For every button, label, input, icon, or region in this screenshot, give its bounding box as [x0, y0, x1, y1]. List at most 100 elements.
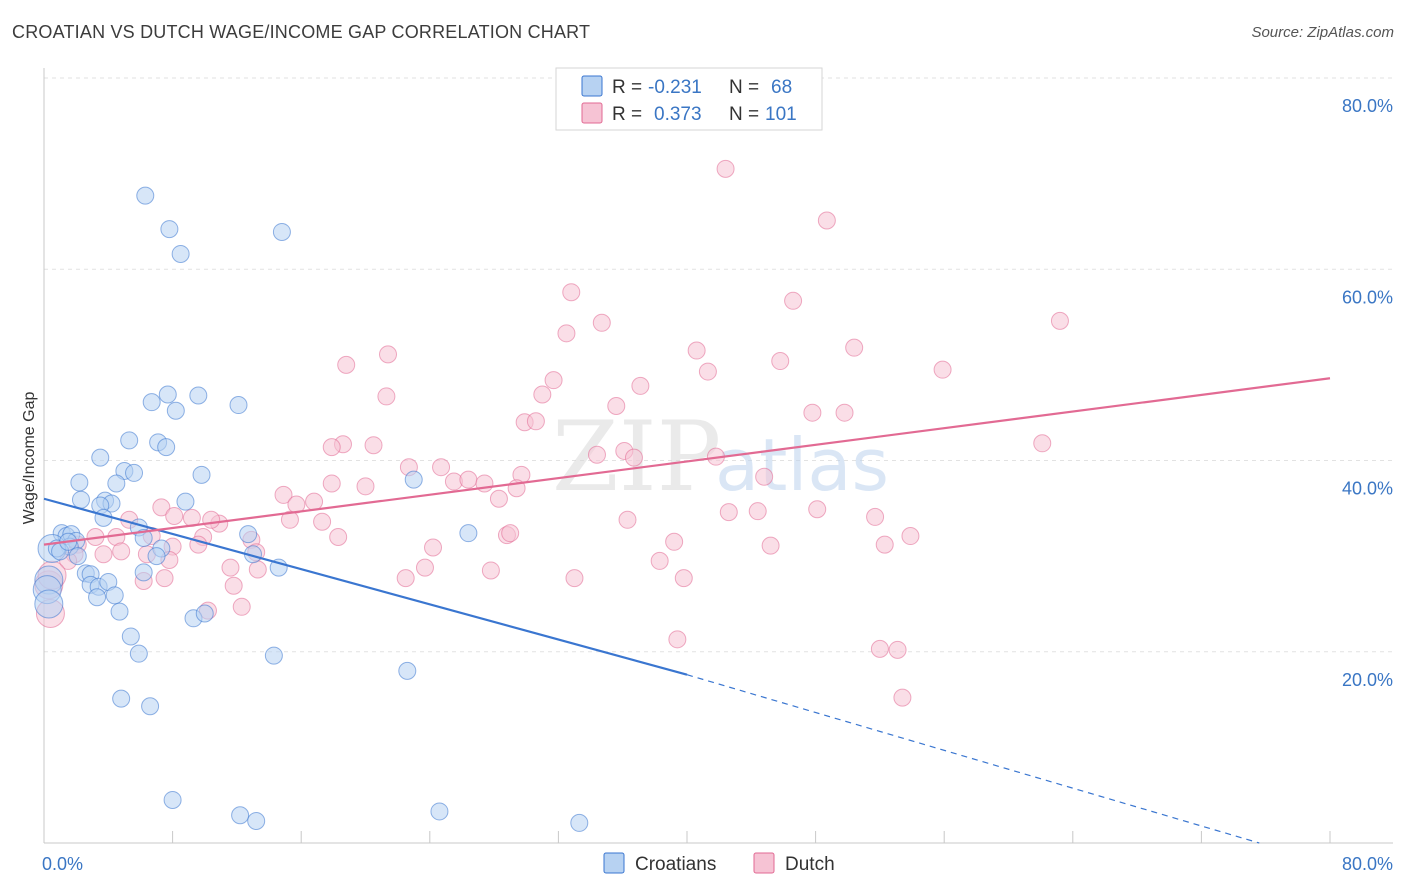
legend-croatians-swatch	[581, 75, 603, 97]
croatians-point	[70, 473, 89, 492]
croatians-point	[158, 385, 177, 404]
dutch-point	[224, 576, 243, 595]
dutch-point	[356, 477, 375, 496]
dutch-point	[377, 387, 396, 406]
dutch-point	[562, 283, 581, 302]
watermark-atlas: atlas	[715, 423, 889, 507]
dutch-point	[202, 510, 221, 529]
dutch-point	[587, 445, 606, 464]
dutch-point	[665, 532, 684, 551]
croatians-point	[34, 589, 64, 619]
croatians-point	[110, 602, 129, 621]
dutch-point	[364, 436, 383, 455]
legend-croatians-r-label: R =	[612, 77, 642, 98]
croatians-point	[229, 396, 248, 415]
dutch-point	[592, 313, 611, 332]
dutch-point	[687, 341, 706, 360]
dutch-point	[771, 352, 790, 371]
legend-dutch-n-label: N =	[729, 104, 759, 125]
dutch-point	[893, 688, 912, 707]
croatians-point	[125, 463, 144, 482]
croatians-point	[68, 547, 87, 566]
x-tick-label-min: 0.0%	[42, 854, 83, 874]
y-axis-label: Wage/Income Gap	[21, 392, 38, 525]
croatians-point	[141, 697, 160, 716]
dutch-point	[459, 470, 478, 489]
croatians-point	[247, 812, 266, 831]
croatians-point	[157, 438, 176, 457]
dutch-point	[280, 510, 299, 529]
dutch-point	[803, 403, 822, 422]
legend-croatians-n-value: 68	[771, 77, 792, 98]
legend-dutch-r-label: R =	[612, 104, 642, 125]
croatians-point	[231, 806, 250, 825]
legend-dutch-n-value: 101	[765, 104, 797, 125]
croatians-point	[272, 222, 291, 241]
dutch-point	[933, 360, 952, 379]
croatians-point	[189, 386, 208, 405]
bottom-legend-dutch-swatch	[753, 852, 775, 874]
dutch-point	[329, 528, 348, 546]
croatians-point	[121, 627, 140, 646]
dutch-trend-line	[43, 377, 1331, 546]
dutch-point	[698, 362, 717, 381]
legend-croatians-n-label: N =	[729, 77, 759, 98]
dutch-point	[337, 355, 356, 374]
croatians-point	[107, 474, 126, 493]
dutch-point	[481, 561, 500, 580]
dutch-point	[501, 524, 520, 543]
legend-dutch-r-value: 0.373	[654, 104, 702, 125]
dutch-point	[155, 569, 174, 588]
croatians-point	[134, 528, 153, 547]
dutch-point	[618, 510, 637, 529]
croatians-point	[134, 563, 153, 582]
croatians-trend-extension	[686, 674, 1260, 844]
dutch-point	[845, 338, 864, 357]
dutch-point	[607, 396, 626, 415]
y-tick-label: 60.0%	[1342, 287, 1393, 307]
dutch-point	[817, 211, 836, 230]
dutch-point	[248, 560, 267, 579]
trend-lines	[43, 377, 1331, 844]
dutch-point	[1033, 434, 1052, 453]
dutch-point	[650, 551, 669, 570]
croatians-point	[147, 547, 166, 566]
dutch-point	[719, 503, 738, 522]
dutch-point	[305, 492, 324, 511]
croatians-point	[239, 525, 258, 544]
y-tick-label: 40.0%	[1342, 479, 1393, 499]
correlation-legend: R = -0.231 N = 68 R = 0.373 N = 101	[555, 67, 823, 131]
dutch-point	[761, 536, 780, 555]
croatians-point	[129, 644, 148, 663]
dutch-point	[415, 558, 434, 577]
y-tick-label: 20.0%	[1342, 670, 1393, 690]
dutch-point	[557, 324, 576, 343]
dutch-point	[396, 569, 415, 588]
dutch-point	[565, 569, 584, 588]
dutch-points	[34, 159, 1069, 707]
dutch-point	[165, 506, 184, 525]
croatians-point	[195, 604, 214, 623]
dutch-point	[624, 448, 643, 467]
croatians-point	[171, 244, 190, 263]
croatians-point	[91, 448, 110, 467]
dutch-point	[232, 597, 251, 616]
croatians-point	[88, 588, 107, 607]
croatians-point	[264, 646, 283, 665]
croatians-point	[105, 586, 124, 605]
dutch-point	[152, 498, 171, 517]
dutch-point	[888, 640, 907, 659]
dutch-point	[901, 527, 920, 546]
chart-title: CROATIAN VS DUTCH WAGE/INCOME GAP CORREL…	[12, 22, 591, 42]
croatians-point	[163, 790, 182, 809]
axes	[43, 68, 1393, 844]
legend-croatians-r-value: -0.231	[648, 77, 702, 98]
dutch-point	[784, 291, 803, 310]
dutch-point	[668, 630, 687, 649]
dutch-point	[866, 507, 885, 526]
dutch-point	[875, 535, 894, 554]
y-tick-labels: 20.0% 40.0% 60.0% 80.0%	[1342, 96, 1393, 690]
dutch-point	[533, 385, 552, 404]
croatians-point	[570, 813, 589, 832]
